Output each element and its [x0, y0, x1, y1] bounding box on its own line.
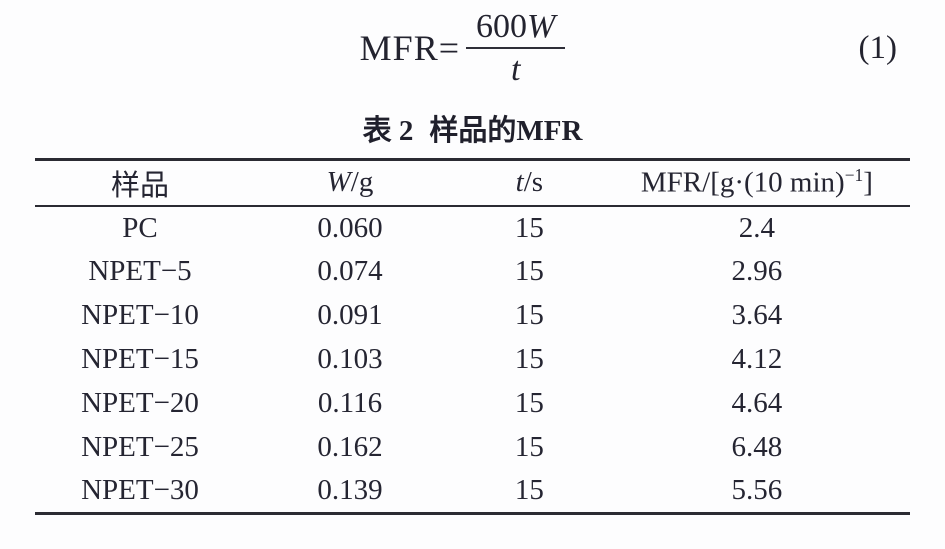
cell-w: 0.091: [317, 299, 383, 331]
cell-sample: NPET−30: [81, 474, 199, 507]
table-body: PC 0.060 15 2.4 NPET−5 0.074 15 2.96 NPE…: [35, 206, 910, 514]
table-row: NPET−10 0.091 15 3.64: [35, 294, 910, 338]
table-row: NPET−25 0.162 15 6.48: [35, 426, 910, 470]
cell-t: 15: [514, 387, 544, 419]
cell-mfr: 6.48: [731, 431, 783, 463]
equation-number: (1): [858, 30, 897, 66]
table-title-text: 样品的MFR: [429, 115, 583, 147]
fraction-denominator: t: [511, 49, 520, 88]
cell-w: 0.139: [317, 474, 383, 507]
cell-mfr: 3.64: [731, 299, 783, 331]
table-title-label: 表 2: [362, 115, 414, 147]
column-header-mfr: MFR/[g·(10 min)−1]: [640, 165, 873, 200]
cell-t: 15: [514, 299, 544, 331]
table-row: NPET−5 0.074 15 2.96: [35, 250, 910, 294]
table-row: NPET−30 0.139 15 5.56: [35, 470, 910, 514]
cell-w: 0.103: [317, 343, 383, 375]
fraction-numerator: 600W: [466, 7, 566, 49]
cell-w: 0.074: [317, 255, 383, 287]
numerator-variable: W: [527, 7, 556, 45]
table-header: 样品 W/g t/s MFR/[g·(10 min)−1]: [35, 160, 910, 206]
table-row: NPET−20 0.116 15 4.64: [35, 382, 910, 426]
table-row: PC 0.060 15 2.4: [35, 206, 910, 250]
cell-mfr: 2.4: [738, 211, 775, 244]
cell-sample: PC: [122, 211, 158, 244]
cell-sample: NPET−15: [81, 343, 199, 375]
cell-sample: NPET−25: [81, 431, 199, 463]
table-row: NPET−15 0.103 15 4.12: [35, 338, 910, 382]
equation-1: MFR= 600W t: [0, 4, 935, 92]
mfr-exponent: −1: [844, 165, 864, 186]
cell-sample: NPET−20: [81, 387, 199, 419]
cell-t: 15: [514, 255, 544, 287]
cell-mfr: 5.56: [731, 474, 783, 507]
cell-sample: NPET−10: [81, 299, 199, 331]
cell-t: 15: [514, 474, 544, 507]
cell-t: 15: [514, 343, 544, 375]
cell-mfr: 2.96: [731, 255, 783, 287]
equation-1-row: MFR= 600W t (1): [0, 0, 945, 96]
fraction: 600W t: [466, 7, 566, 89]
denominator-variable: t: [510, 51, 521, 88]
cell-t: 15: [514, 431, 544, 463]
cell-sample: NPET−5: [88, 255, 192, 287]
cell-w: 0.162: [317, 431, 383, 463]
table-title: 表 2 样品的MFR: [0, 110, 945, 147]
column-header-w: W/g: [326, 166, 374, 199]
cell-w: 0.116: [317, 387, 383, 419]
numerator-coefficient: 600: [476, 7, 528, 45]
equation-lhs: MFR=: [359, 28, 461, 68]
column-header-sample: 样品: [110, 169, 169, 202]
samples-mfr-table: 样品 W/g t/s MFR/[g·(10 min)−1] PC 0.060 1…: [35, 158, 910, 515]
cell-mfr: 4.64: [731, 387, 783, 419]
cell-mfr: 4.12: [731, 343, 783, 375]
cell-w: 0.060: [317, 211, 383, 244]
table-header-row: 样品 W/g t/s MFR/[g·(10 min)−1]: [35, 160, 910, 206]
cell-t: 15: [514, 211, 544, 244]
column-header-t: t/s: [515, 166, 544, 199]
